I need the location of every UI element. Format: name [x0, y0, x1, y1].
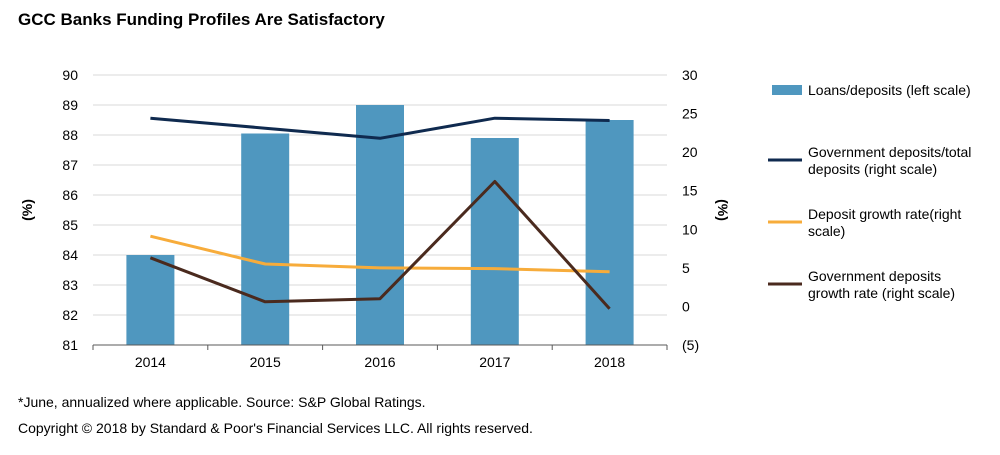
bar [585, 120, 634, 345]
left-tick-label: 88 [62, 127, 78, 143]
left-tick-label: 89 [62, 97, 78, 113]
bar [470, 138, 519, 345]
right-tick-label: 10 [682, 221, 698, 237]
legend-label: Deposit growth rate(right [808, 206, 961, 222]
line-series [149, 116, 611, 310]
left-tick-label: 90 [62, 67, 78, 83]
bar [356, 105, 404, 345]
x-tick-label: 2014 [135, 354, 166, 370]
legend-label: Loans/deposits (left scale) [808, 82, 971, 98]
right-axis-title: (%) [715, 199, 731, 221]
left-tick-label: 84 [62, 247, 78, 263]
chart-title: GCC Banks Funding Profiles Are Satisfact… [18, 10, 385, 29]
left-axis-ticks: 81 82 83 84 85 86 87 88 89 90 [62, 67, 78, 353]
x-tick-label: 2018 [594, 354, 625, 370]
left-tick-label: 85 [62, 217, 78, 233]
left-tick-label: 82 [62, 307, 78, 323]
line-gov-deposits-total [150, 116, 610, 140]
left-tick-label: 87 [62, 157, 78, 173]
right-tick-label: 30 [682, 67, 698, 83]
bar [241, 133, 290, 345]
left-axis-title: (%) [19, 199, 35, 221]
x-axis-ticks: 2014 2015 2016 2017 2018 [135, 354, 626, 370]
right-tick-label: 0 [682, 298, 690, 314]
left-tick-label: 83 [62, 277, 78, 293]
legend-swatch [772, 85, 802, 95]
legend-label: deposits (right scale) [808, 161, 937, 177]
right-axis-ticks: (5) 0 5 10 15 20 25 30 [682, 67, 699, 353]
copyright-footnote: Copyright © 2018 by Standard & Poor's Fi… [18, 420, 533, 436]
legend-label: scale) [808, 223, 845, 239]
right-tick-label: 20 [682, 144, 698, 160]
x-tick-label: 2015 [250, 354, 281, 370]
left-tick-label: 81 [62, 337, 78, 353]
source-footnote: *June, annualized where applicable. Sour… [18, 394, 426, 410]
legend-label: Government deposits/total [808, 144, 971, 160]
legend-label: Government deposits [808, 268, 941, 284]
legend-label: growth rate (right scale) [808, 285, 955, 301]
x-tick-label: 2016 [364, 354, 395, 370]
right-tick-label: (5) [682, 337, 699, 353]
bar [126, 255, 175, 345]
right-tick-label: 5 [682, 260, 690, 276]
line-gov-deposit-growth [149, 180, 611, 310]
legend: Loans/deposits (left scale) Government de… [768, 82, 971, 301]
axes [92, 344, 668, 350]
x-tick-label: 2017 [479, 354, 510, 370]
right-tick-label: 25 [682, 106, 698, 122]
right-tick-label: 15 [682, 183, 698, 199]
left-tick-label: 86 [62, 187, 78, 203]
line-deposit-growth [150, 234, 610, 274]
